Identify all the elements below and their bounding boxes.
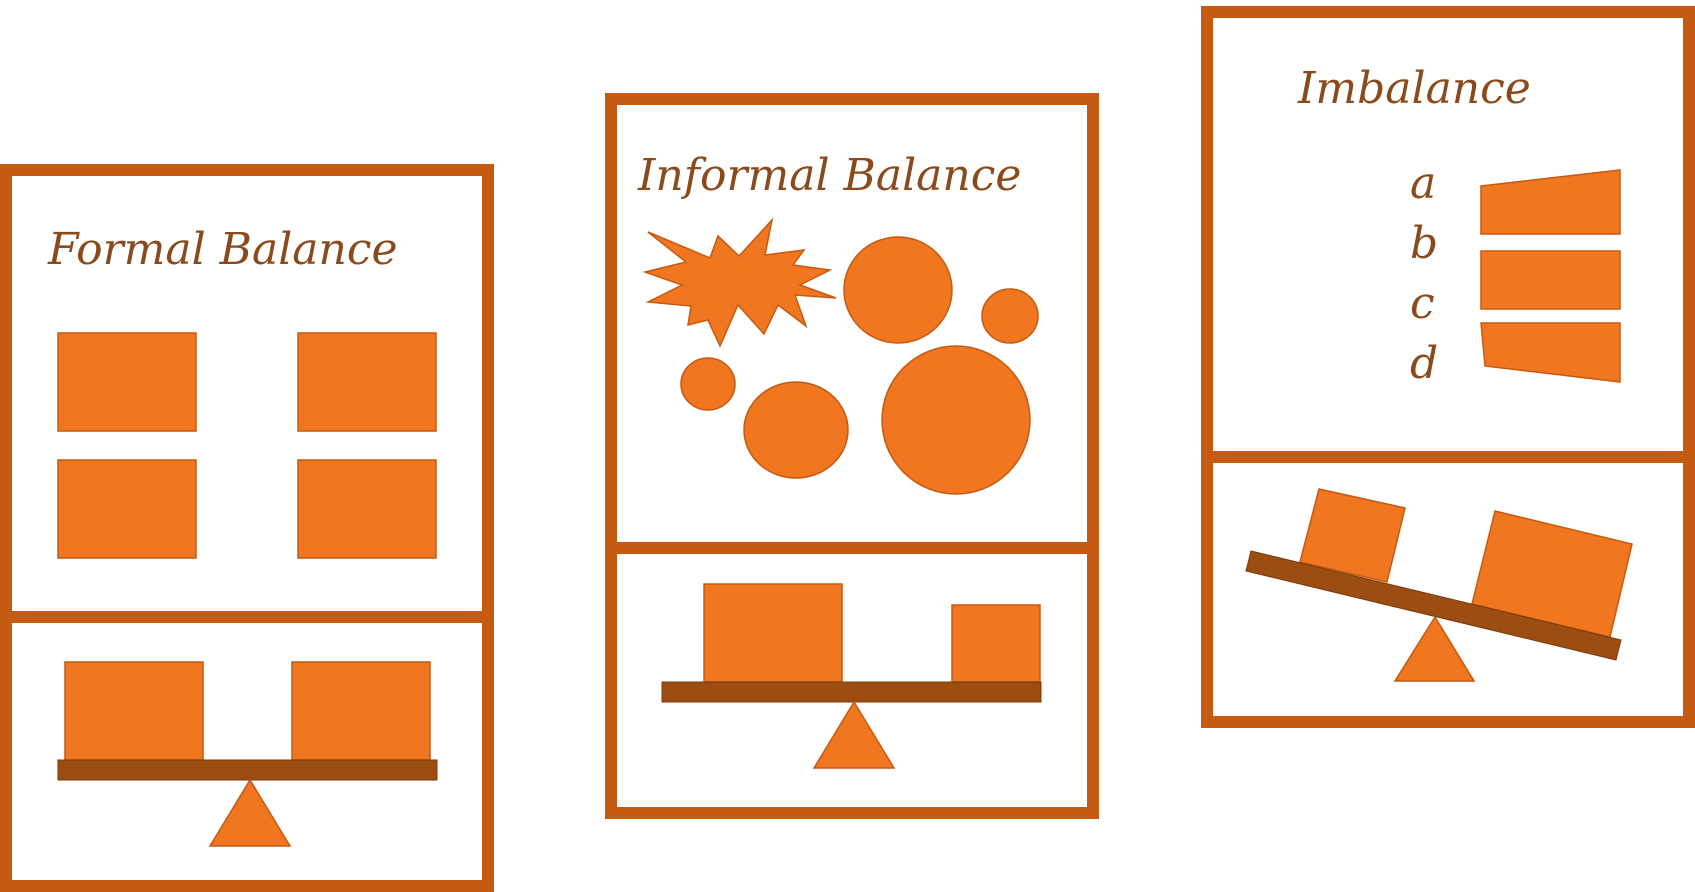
shape-group (57, 332, 437, 559)
circle-shape (881, 345, 1031, 495)
weight-block (703, 583, 843, 683)
balance-scale (57, 661, 438, 847)
balance-beam (57, 759, 438, 781)
card-formal-balance: Formal Balance (0, 164, 494, 892)
weight-block (951, 604, 1041, 683)
shape-group (1480, 169, 1621, 383)
fulcrum-triangle (208, 778, 292, 847)
rectangle-shape (57, 459, 197, 559)
circle-shape (743, 381, 849, 479)
balance-scale (1245, 488, 1633, 682)
shape-variant-b (1480, 250, 1621, 310)
circle-shape (680, 357, 736, 411)
letter-label: c (1410, 278, 1435, 329)
card-title: Informal Balance (637, 150, 1021, 201)
letter-label: a (1410, 158, 1436, 209)
fulcrum-triangle (812, 700, 896, 769)
shape-variant-d (1480, 322, 1621, 383)
rectangle-shape (297, 332, 437, 432)
shape-variant-a (1480, 169, 1621, 235)
letter-label: b (1410, 218, 1438, 269)
card-title: Formal Balance (47, 224, 398, 275)
starburst-shape (642, 217, 837, 348)
circle-shape (843, 236, 953, 344)
balance-scale (661, 583, 1042, 769)
fulcrum-triangle (1393, 615, 1476, 682)
weight-block (291, 661, 431, 761)
card-informal-balance: Informal Balance (605, 93, 1099, 819)
card-title: Imbalance (1297, 63, 1531, 114)
balance-beam (661, 681, 1042, 703)
shape-group (680, 236, 1039, 495)
balance-beam (1245, 550, 1622, 661)
card-imbalance: Imbalance a b c d (1201, 6, 1695, 728)
weight-block (64, 661, 204, 761)
circle-shape (981, 288, 1039, 344)
weight-block (1299, 488, 1406, 583)
rectangle-shape (297, 459, 437, 559)
rectangle-shape (57, 332, 197, 432)
letter-label: d (1410, 338, 1438, 389)
